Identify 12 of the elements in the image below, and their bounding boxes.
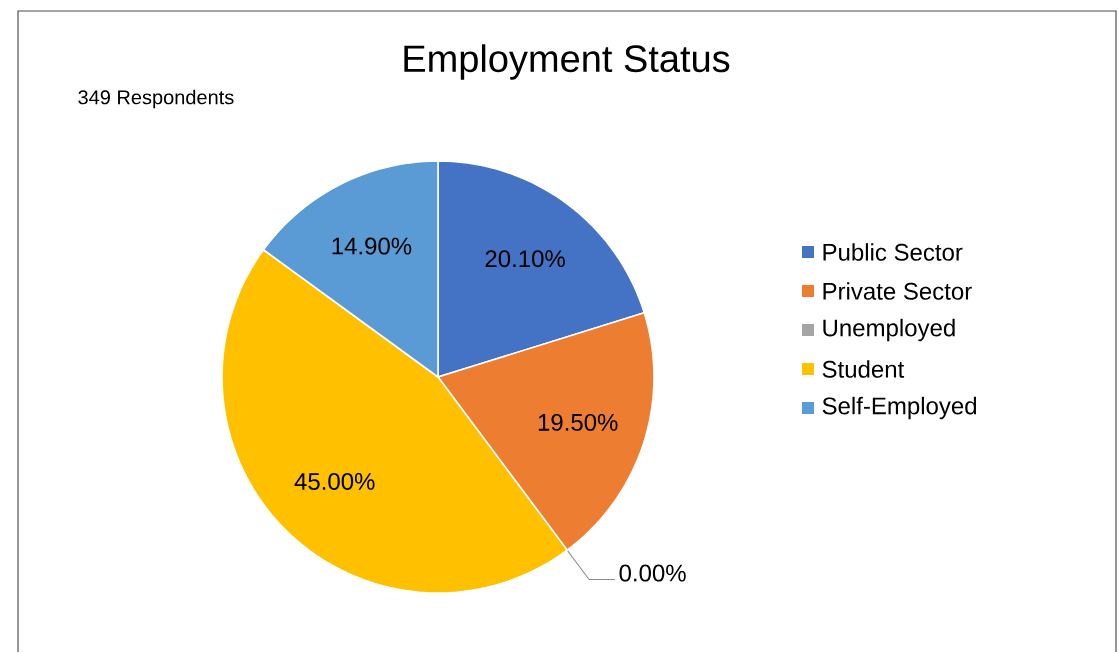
data-label: 20.10% <box>485 250 565 268</box>
text: 349 Respondents <box>78 89 234 109</box>
data-label: 45.00% <box>294 473 375 491</box>
legend-label: Public Sector <box>823 243 963 262</box>
text: 0.00% <box>619 564 686 582</box>
legend-label: Private Sector <box>823 282 972 301</box>
legend-label: Unemployed <box>823 319 955 342</box>
legend-label: Self-Employed <box>822 397 977 420</box>
data-label: 14.90% <box>332 237 412 255</box>
data-label: 19.50% <box>538 414 618 432</box>
chart-title: Employment Status <box>404 44 730 80</box>
legend-label: Student <box>822 360 905 379</box>
